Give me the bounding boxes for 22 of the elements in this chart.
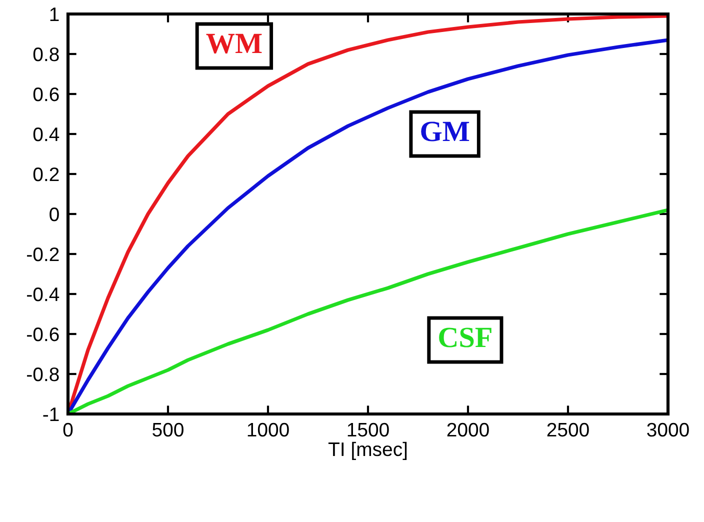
y-tick-label: 1: [50, 8, 59, 22]
x-tick-label: 2000: [447, 422, 489, 437]
x-tick-label: 1500: [348, 422, 389, 437]
y-tick-label: -0.8: [27, 367, 59, 382]
y-tick-label: -0.6: [27, 327, 59, 342]
y-tick-label: -1: [43, 408, 59, 422]
x-axis-title: TI [msec]: [328, 442, 407, 460]
y-tick-label: -0.4: [27, 287, 60, 302]
x-tick-label: 3000: [647, 422, 689, 437]
x-tick-label: 2500: [547, 422, 589, 437]
x-tick-label: 500: [152, 422, 184, 437]
series-label: GM: [421, 122, 470, 142]
x-tick-label: 0: [63, 422, 73, 437]
y-tick-label: 0.6: [33, 87, 59, 102]
y-tick-label: 0.4: [33, 127, 60, 142]
y-tick-label: 0.8: [33, 47, 59, 62]
x-tick-label: 1000: [248, 422, 289, 437]
series-label: CSF: [439, 328, 492, 348]
series-label: WM: [206, 34, 262, 54]
y-tick-label: -0.2: [27, 247, 59, 262]
y-tick-label: 0: [50, 207, 59, 222]
y-tick-label: 0.2: [33, 167, 59, 182]
